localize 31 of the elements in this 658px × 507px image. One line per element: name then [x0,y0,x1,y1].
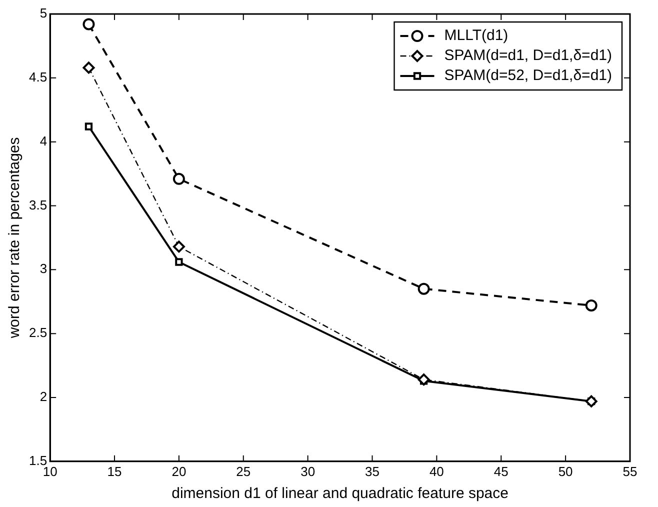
y-tick-label: 4 [40,133,48,148]
legend-label: SPAM(d=52, D=d1,δ=d1) [444,67,612,84]
point [82,62,95,74]
y-tick-label: 3 [40,261,48,276]
point [82,18,95,30]
point [585,299,598,312]
x-tick-label: 25 [236,464,251,479]
legend-label: SPAM(d=d1, D=d1,δ=d1) [444,47,612,64]
y-tick-label: 2 [40,389,48,404]
x-tick-label: 55 [622,464,638,479]
x-tick-label: 50 [558,464,573,479]
y-tick-label: 3.5 [28,197,48,212]
point [172,240,185,253]
x-tick-label: 15 [107,464,122,479]
y-tick-label: 5 [40,6,48,21]
point [172,172,185,185]
x-tick-label: 35 [365,464,380,479]
point [418,374,430,386]
x-tick-label: 20 [172,464,186,479]
point [175,258,183,266]
x-tick-label: 30 [300,464,316,479]
y-tick-label: 4.5 [28,69,48,84]
y-tick-label: 1.5 [28,452,48,468]
x-tick-label: 45 [494,464,508,479]
legend-label: MLLT(d1) [444,27,508,44]
y-tick-label: 2.5 [28,325,48,340]
x-axis-title: dimension d1 of linear and quadratic feature space [172,485,508,502]
y-axis-title: word error rate in percentages [6,137,24,340]
point [418,282,430,295]
x-tick-label: 40 [429,464,444,479]
point [84,122,93,130]
